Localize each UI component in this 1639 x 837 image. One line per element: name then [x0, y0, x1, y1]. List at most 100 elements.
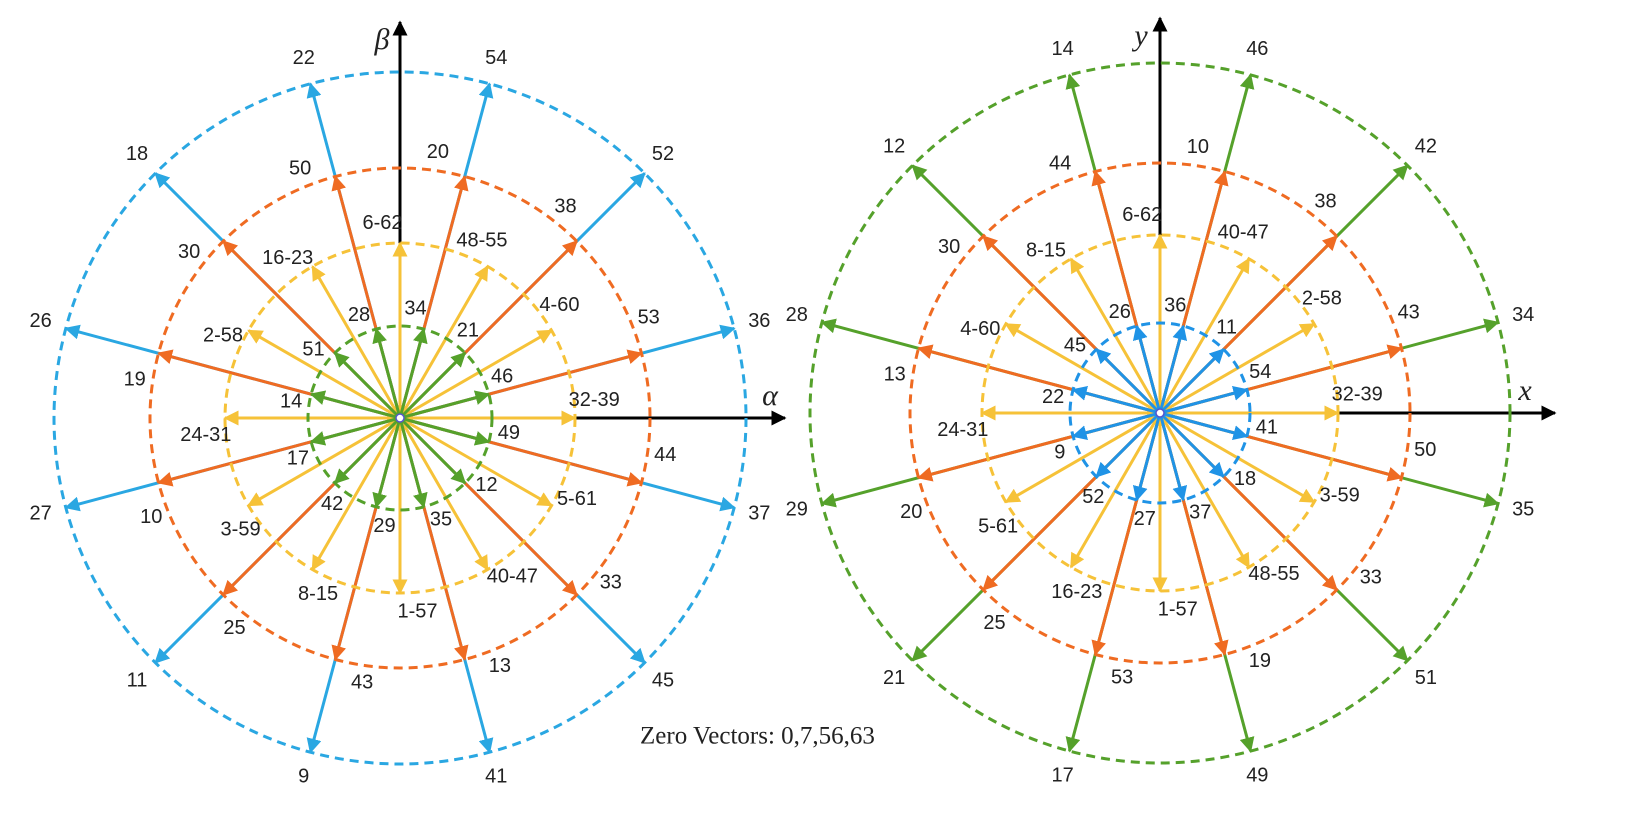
vector-label: 35 [430, 508, 452, 530]
vector-label: 34 [404, 297, 426, 319]
vector-label: 25 [223, 617, 245, 639]
vector-label: 44 [654, 444, 676, 466]
origin [1155, 408, 1165, 418]
vector-label: 53 [1111, 667, 1133, 689]
voltage-vector [309, 390, 401, 420]
vector-label: 36 [1164, 294, 1186, 316]
vector-label: 6-62 [1122, 204, 1162, 226]
vector-label: 46 [491, 365, 513, 387]
voltage-vector [333, 416, 402, 485]
voltage-vector [398, 351, 467, 420]
vector-label: 53 [638, 306, 660, 328]
voltage-vector [247, 329, 401, 420]
vector-label: 21 [883, 667, 905, 689]
voltage-vector [1095, 411, 1162, 478]
voltage-vector [309, 416, 401, 446]
vector-label: 36 [748, 310, 770, 332]
vector-label: 50 [289, 158, 311, 180]
vector-label: 37 [1189, 502, 1211, 524]
voltage-vector [311, 265, 402, 419]
vector-label: 29 [786, 499, 808, 521]
voltage-vector [399, 329, 553, 420]
vector-label: 11 [127, 669, 148, 691]
vector-label: 13 [489, 655, 511, 677]
dashed-ring [148, 166, 652, 670]
vector-label: 29 [373, 515, 395, 537]
vector-label: 8-15 [298, 583, 338, 605]
vector-label: 1-57 [398, 600, 438, 622]
dashed-ring [1068, 321, 1252, 505]
vector-label: 43 [1398, 301, 1420, 323]
voltage-vector [311, 417, 402, 571]
vector-label: 17 [1052, 764, 1074, 786]
vector-label: 19 [124, 368, 146, 390]
vector-label: 40-47 [1218, 222, 1269, 244]
dashed-ring [808, 61, 1512, 765]
vector-label: 1-57 [1158, 598, 1198, 620]
vector-label: 37 [748, 503, 770, 525]
vector-label: 14 [280, 391, 302, 413]
voltage-vector [1095, 348, 1162, 415]
vector-label: 33 [600, 572, 622, 594]
vector-label: 27 [1134, 508, 1156, 530]
vector-diagram: α β 36 52 54 22 18 26 27 11 9 41 45 37 53 38 20 50 30 19 10 2… [30, 20, 787, 788]
vector-label: 26 [30, 310, 52, 332]
vector-label: 48-55 [456, 229, 507, 251]
vector-label: 12 [883, 135, 905, 157]
voltage-vector [372, 417, 402, 509]
vector-label: 25 [983, 612, 1005, 634]
vector-label: 35 [1512, 499, 1534, 521]
voltage-vector [1158, 324, 1188, 414]
dashed-ring [52, 70, 748, 766]
vector-label: 2-58 [203, 324, 243, 346]
vector-label: 41 [1256, 417, 1278, 439]
voltage-vector [1071, 385, 1161, 415]
vector-label: 5-61 [557, 488, 597, 510]
vector-label: 32-39 [1332, 383, 1383, 405]
voltage-vector [1159, 385, 1249, 415]
vector-label: 51 [1415, 667, 1437, 689]
vector-label: 18 [126, 143, 148, 165]
vector-label: 27 [30, 503, 52, 525]
vector-label: 49 [498, 422, 520, 444]
vector-label: 20 [900, 501, 922, 523]
voltage-vector [399, 416, 491, 446]
vector-label: 24-31 [180, 424, 231, 446]
vector-label: 28 [348, 304, 370, 326]
vector-label: 21 [457, 320, 479, 342]
vector-diagram: x y 34 42 46 14 12 28 29 21 17 49 51 35 43 38 10 44 30 13 20… [786, 16, 1557, 786]
vector-label: 10 [140, 506, 162, 528]
voltage-vector [1004, 411, 1161, 504]
vector-label: 38 [1314, 190, 1336, 212]
vector-label: 9 [1054, 442, 1065, 464]
vector-label: 52 [652, 143, 674, 165]
vector-label: 26 [1109, 301, 1131, 323]
vector-label: 10 [1187, 136, 1209, 158]
voltage-vector [398, 417, 489, 571]
vector-label: 33 [1360, 567, 1382, 589]
voltage-vector [1132, 412, 1162, 502]
voltage-vector [1071, 411, 1161, 441]
voltage-vector [398, 265, 489, 419]
voltage-vector [399, 390, 491, 420]
vector-label: 4-60 [539, 294, 579, 316]
vector-label: 51 [302, 338, 324, 360]
vector-label: 5-61 [978, 515, 1018, 537]
vector-label: 30 [178, 241, 200, 263]
voltage-vector [333, 351, 402, 420]
vector-label: 3-59 [1320, 484, 1360, 506]
voltage-vector [399, 416, 553, 507]
vector-label: 12 [475, 474, 497, 496]
vector-label: 54 [1249, 361, 1271, 383]
vector-label: 16-23 [1051, 581, 1102, 603]
dashed-ring [306, 324, 494, 512]
vector-label: 6-62 [362, 212, 402, 234]
voltage-vector [1004, 322, 1161, 415]
zero-vectors-note: Zero Vectors: 0,7,56,63 [640, 723, 875, 750]
vector-label: 9 [298, 766, 309, 788]
voltage-vector [372, 327, 402, 419]
voltage-vector [1158, 348, 1225, 415]
vector-label: 14 [1052, 38, 1074, 60]
